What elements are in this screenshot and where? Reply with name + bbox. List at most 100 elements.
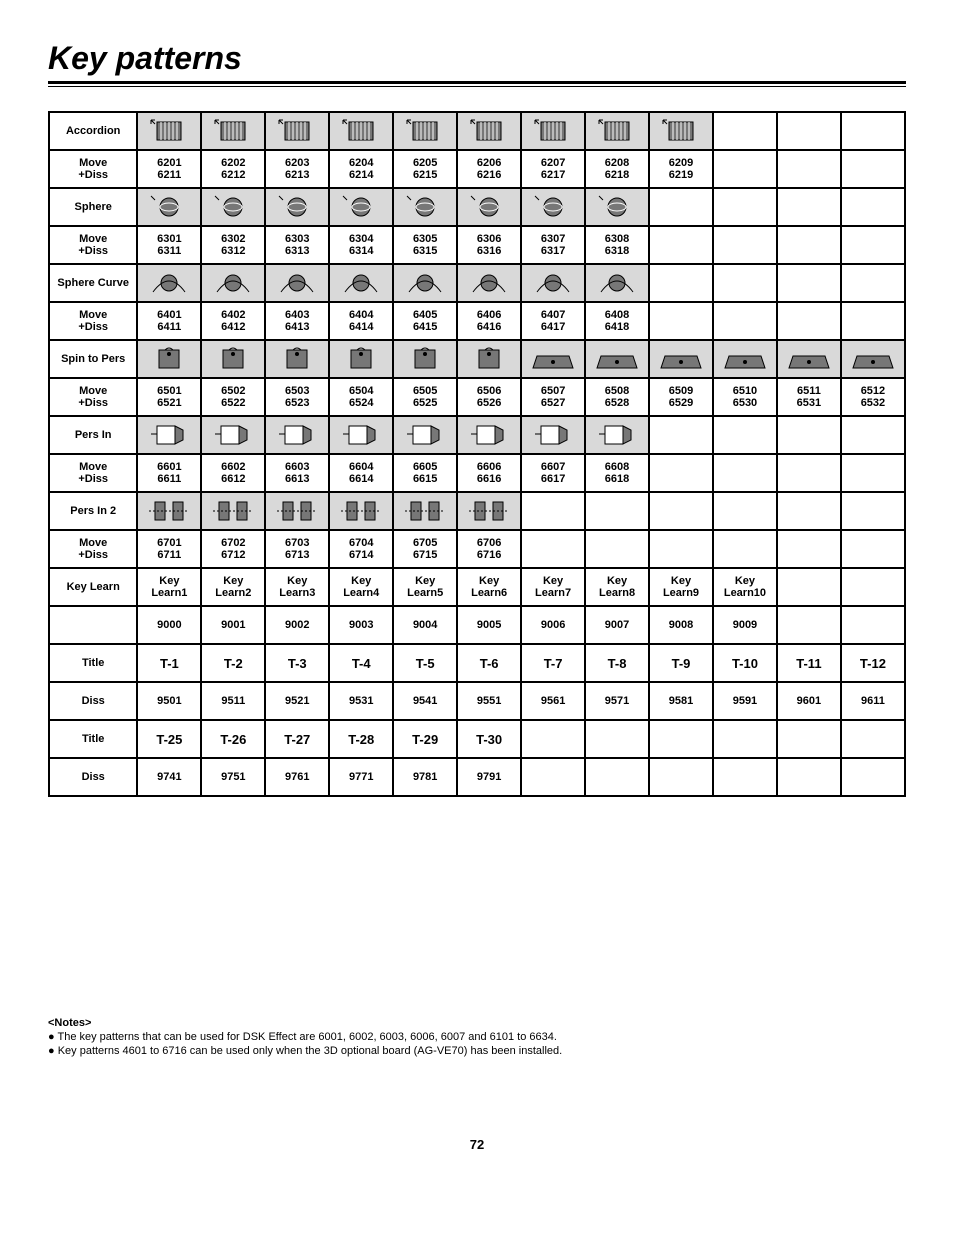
accordion-icon [521, 112, 585, 150]
pers-in-icon [393, 416, 457, 454]
cell [777, 720, 841, 758]
cell [841, 188, 905, 226]
cell [841, 606, 905, 644]
row-label: Move+Diss [49, 150, 137, 188]
table-row: Move+Diss6301631163026312630363136304631… [49, 226, 905, 264]
table-row: Pers In [49, 416, 905, 454]
cell [521, 530, 585, 568]
cell: 65076527 [521, 378, 585, 416]
table-row: Move+Diss6601661166026612660366136604661… [49, 454, 905, 492]
notes-section: <Notes> ● The key patterns that can be u… [48, 1017, 906, 1057]
cell: 63046314 [329, 226, 393, 264]
cell [649, 492, 713, 530]
table-row: Sphere [49, 188, 905, 226]
note-line: ● Key patterns 4601 to 6716 can be used … [48, 1045, 906, 1057]
cell: KeyLearn4 [329, 568, 393, 606]
spin-pers-icon [329, 340, 393, 378]
sphere-curve-icon [585, 264, 649, 302]
cell [777, 568, 841, 606]
accordion-icon [393, 112, 457, 150]
table-row: Spin to Pers [49, 340, 905, 378]
cell: 9541 [393, 682, 457, 720]
cell [841, 530, 905, 568]
cell: 63076317 [521, 226, 585, 264]
pers-in-2-icon [457, 492, 521, 530]
cell [713, 758, 777, 796]
cell: 9531 [329, 682, 393, 720]
cell: 65056525 [393, 378, 457, 416]
cell: 62016211 [137, 150, 201, 188]
cell [649, 226, 713, 264]
spin-pers-icon [585, 340, 649, 378]
cell: 9751 [201, 758, 265, 796]
cell: T-9 [649, 644, 713, 682]
cell: T-26 [201, 720, 265, 758]
cell [841, 758, 905, 796]
spin-pers-icon [393, 340, 457, 378]
cell: 9581 [649, 682, 713, 720]
cell: KeyLearn2 [201, 568, 265, 606]
cell: T-3 [265, 644, 329, 682]
cell: 9791 [457, 758, 521, 796]
cell: T-28 [329, 720, 393, 758]
pers-in-icon [457, 416, 521, 454]
cell: 9521 [265, 682, 329, 720]
cell: T-2 [201, 644, 265, 682]
cell [713, 302, 777, 340]
cell: T-8 [585, 644, 649, 682]
sphere-curve-icon [457, 264, 521, 302]
row-label: Move+Diss [49, 302, 137, 340]
cell: 9005 [457, 606, 521, 644]
cell: 64086418 [585, 302, 649, 340]
cell: 9000 [137, 606, 201, 644]
row-label: Diss [49, 682, 137, 720]
cell [521, 720, 585, 758]
cell: KeyLearn3 [265, 568, 329, 606]
cell: 66056615 [393, 454, 457, 492]
cell [777, 758, 841, 796]
notes-heading: <Notes> [48, 1017, 91, 1029]
cell: 66086618 [585, 454, 649, 492]
row-label [49, 606, 137, 644]
cell [713, 454, 777, 492]
cell [841, 302, 905, 340]
sphere-curve-icon [201, 264, 265, 302]
cell: 9501 [137, 682, 201, 720]
table-row: Diss950195119521953195419551956195719581… [49, 682, 905, 720]
cell [713, 530, 777, 568]
table-row: Key LearnKeyLearn1KeyLearn2KeyLearn3KeyL… [49, 568, 905, 606]
table-row: Move+Diss6201621162026212620362136204621… [49, 150, 905, 188]
sphere-icon [137, 188, 201, 226]
cell: 62026212 [201, 150, 265, 188]
title-rule [48, 81, 906, 87]
cell [649, 264, 713, 302]
cell: 67066716 [457, 530, 521, 568]
cell: 64066416 [457, 302, 521, 340]
cell: T-4 [329, 644, 393, 682]
cell [649, 530, 713, 568]
cell [841, 150, 905, 188]
row-label: Pers In [49, 416, 137, 454]
table-row: Move+Diss6701671167026712670367136704671… [49, 530, 905, 568]
cell: 67056715 [393, 530, 457, 568]
cell [585, 492, 649, 530]
cell: 66076617 [521, 454, 585, 492]
cell: 9009 [713, 606, 777, 644]
cell [777, 530, 841, 568]
pers-in-2-icon [393, 492, 457, 530]
table-row: Accordion [49, 112, 905, 150]
cell: 9561 [521, 682, 585, 720]
cell: 9611 [841, 682, 905, 720]
cell: 9007 [585, 606, 649, 644]
cell: 9771 [329, 758, 393, 796]
table-row: Pers In 2 [49, 492, 905, 530]
cell: 67036713 [265, 530, 329, 568]
cell: 63086318 [585, 226, 649, 264]
cell: 65116531 [777, 378, 841, 416]
cell [713, 150, 777, 188]
accordion-icon [201, 112, 265, 150]
cell: 9781 [393, 758, 457, 796]
cell: 67026712 [201, 530, 265, 568]
table-row: Sphere Curve [49, 264, 905, 302]
cell: T-30 [457, 720, 521, 758]
